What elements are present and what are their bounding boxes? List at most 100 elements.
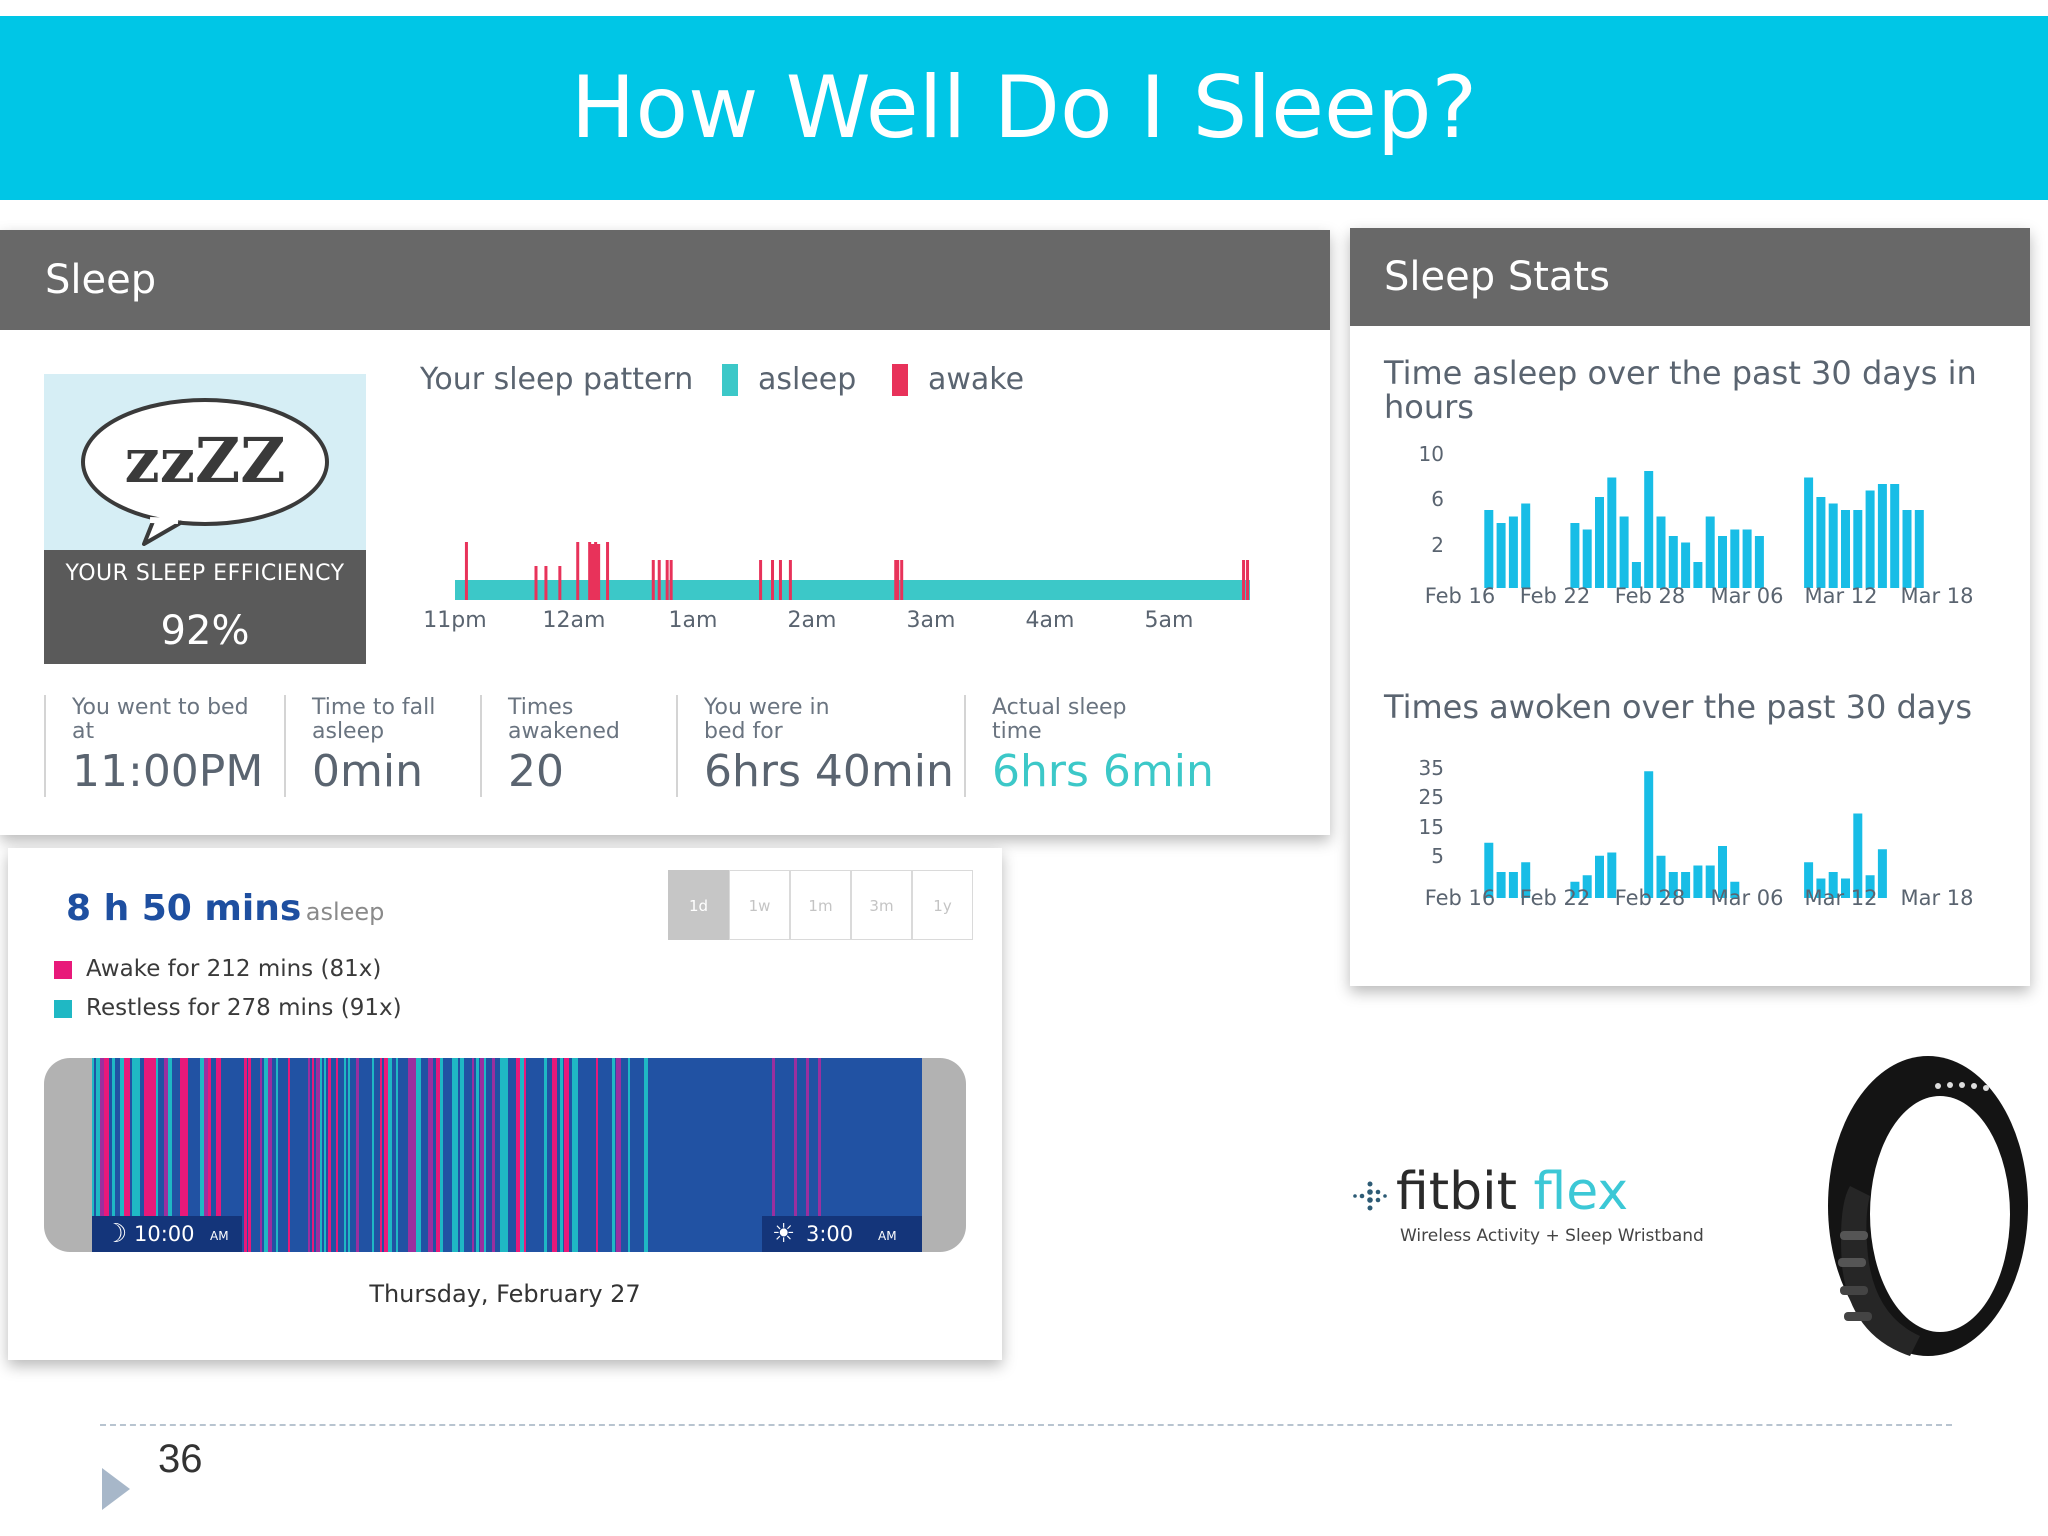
awake-mark bbox=[657, 560, 661, 600]
pattern-tick: 12am bbox=[542, 608, 606, 633]
time-asleep-bar bbox=[1619, 516, 1629, 588]
timeline-stripe bbox=[164, 1058, 168, 1252]
time-asleep-bar bbox=[1742, 529, 1752, 588]
times-awoken-chart bbox=[1484, 771, 1887, 898]
in-bed-value: 6hrs 40min bbox=[704, 746, 954, 797]
y-tick: 25 bbox=[1418, 785, 1444, 809]
awake-swatch bbox=[892, 364, 908, 396]
x-tick: Feb 22 bbox=[1519, 584, 1591, 608]
range-1y-button[interactable]: 1y bbox=[912, 870, 973, 940]
timeline-stripe bbox=[388, 1058, 392, 1252]
timeline-stripe bbox=[372, 1058, 374, 1252]
timeline-stripe bbox=[552, 1058, 557, 1252]
title-banner bbox=[0, 16, 2048, 200]
timeline-stripe bbox=[524, 1058, 526, 1252]
awake-mark bbox=[894, 560, 898, 600]
time-asleep-bar bbox=[1644, 471, 1654, 588]
x-tick: Feb 16 bbox=[1424, 584, 1496, 608]
timeline-stripe bbox=[416, 1058, 421, 1252]
timeline-stripe bbox=[356, 1058, 359, 1252]
range-1m-button[interactable]: 1m bbox=[790, 870, 851, 940]
fitbit-model: flex bbox=[1533, 1162, 1629, 1222]
time-asleep-bar bbox=[1607, 477, 1617, 588]
pattern-tick: 5am bbox=[1144, 608, 1194, 633]
times-awoken-bar bbox=[1644, 771, 1654, 898]
awake-legend-text: Awake for 212 mins (81x) bbox=[86, 956, 382, 982]
timeline-stripe bbox=[396, 1058, 398, 1252]
x-tick: Feb 16 bbox=[1424, 886, 1496, 910]
fall-asleep-label: Time to fall asleep bbox=[312, 695, 436, 744]
y-tick: 35 bbox=[1418, 756, 1444, 780]
time-asleep-bar bbox=[1902, 510, 1912, 588]
times-awoken-chart-title: Times awoken over the past 30 days bbox=[1384, 688, 1972, 726]
timeline-stripe bbox=[560, 1058, 563, 1252]
x-tick: Mar 12 bbox=[1804, 584, 1878, 608]
pattern-tick: 11pm bbox=[423, 608, 487, 633]
start-time-pill: ☽ 10:00 AM bbox=[92, 1216, 242, 1252]
timeline-stripe bbox=[268, 1058, 272, 1252]
timeline-stripe bbox=[596, 1058, 598, 1252]
timeline-stripe bbox=[112, 1058, 115, 1252]
asleep-swatch bbox=[722, 364, 738, 396]
times-awoken-bar bbox=[1595, 855, 1604, 898]
timeline-stripe bbox=[120, 1058, 124, 1252]
x-tick: Mar 18 bbox=[1900, 584, 1974, 608]
time-asleep-bar bbox=[1521, 503, 1531, 588]
bedtime-value: 11:00PM bbox=[72, 746, 264, 797]
timeline-stripe bbox=[504, 1058, 508, 1252]
timeline-stripe bbox=[516, 1058, 520, 1252]
x-tick: Feb 22 bbox=[1519, 886, 1591, 910]
awake-mark bbox=[464, 542, 468, 600]
times-awoken-bar bbox=[1730, 881, 1740, 898]
awake-mark bbox=[651, 560, 655, 600]
pattern-tick: 3am bbox=[906, 608, 956, 633]
time-asleep-bar bbox=[1816, 497, 1826, 588]
x-tick: Feb 28 bbox=[1614, 584, 1686, 608]
range-1d-button[interactable]: 1d bbox=[668, 870, 729, 940]
x-tick: Mar 12 bbox=[1804, 886, 1878, 910]
timeline-stripe bbox=[136, 1058, 140, 1252]
times-awoken-bar bbox=[1841, 878, 1850, 898]
timeline-stripe bbox=[216, 1058, 221, 1252]
efficiency-label: YOUR SLEEP EFFICIENCY bbox=[65, 561, 345, 586]
timeline-stripe bbox=[408, 1058, 413, 1252]
efficiency-box: YOUR SLEEP EFFICIENCY 92% bbox=[44, 550, 366, 664]
restless-legend-swatch bbox=[54, 1000, 72, 1018]
timeline-stripe bbox=[156, 1058, 158, 1252]
range-1w-button[interactable]: 1w bbox=[729, 870, 790, 940]
timeline-stripe bbox=[348, 1058, 350, 1252]
stat-divider bbox=[676, 695, 678, 797]
time-asleep-bar bbox=[1718, 536, 1727, 588]
timeline-stripe bbox=[248, 1058, 251, 1252]
time-asleep-bar bbox=[1496, 523, 1506, 588]
times-awoken-bar bbox=[1496, 872, 1506, 898]
sleep-stats-header: Sleep Stats bbox=[1350, 228, 2030, 326]
range-3m-button[interactable]: 3m bbox=[851, 870, 912, 940]
x-tick: Feb 28 bbox=[1614, 886, 1686, 910]
timeline-stripe bbox=[204, 1058, 208, 1252]
fitbit-logo: fitbit flex Wireless Activity + Sleep Wr… bbox=[1352, 1162, 1752, 1248]
wristband-image bbox=[1828, 1056, 2028, 1356]
times-awoken-bar bbox=[1668, 872, 1678, 898]
stat-divider bbox=[44, 695, 46, 797]
slide-title: How Well Do I Sleep? bbox=[570, 58, 1478, 158]
awake-mark bbox=[778, 560, 782, 600]
fitbit-tagline: Wireless Activity + Sleep Wristband bbox=[1400, 1226, 1704, 1246]
pattern-tick: 4am bbox=[1025, 608, 1075, 633]
timeline-stripe bbox=[320, 1058, 322, 1252]
y-tick: 6 bbox=[1431, 487, 1444, 511]
duration-label: asleep bbox=[305, 898, 385, 926]
timeline-stripe bbox=[772, 1058, 775, 1252]
awake-legend-label: awake bbox=[928, 362, 1025, 397]
time-asleep-chart-title: Time asleep over the past 30 days in hou… bbox=[1384, 354, 1977, 426]
times-awoken-bar bbox=[1508, 872, 1518, 898]
time-asleep-bar bbox=[1656, 516, 1666, 588]
sleep-panel-header: Sleep bbox=[0, 230, 1330, 330]
time-asleep-bar bbox=[1865, 490, 1875, 588]
efficiency-value: 92% bbox=[160, 608, 250, 654]
timeline-stripe bbox=[460, 1058, 464, 1252]
times-awoken-bar bbox=[1582, 875, 1592, 898]
restless-legend-text: Restless for 278 mins (91x) bbox=[86, 995, 402, 1021]
timeline-stripe bbox=[200, 1058, 204, 1252]
time-asleep-bar bbox=[1914, 510, 1924, 588]
